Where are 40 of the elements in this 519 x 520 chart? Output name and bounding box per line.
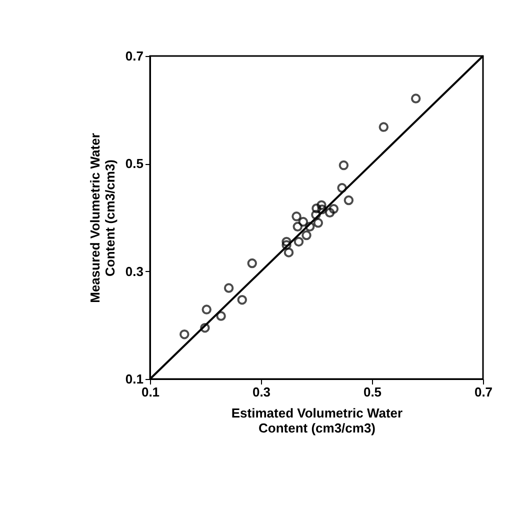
point [316, 200, 326, 210]
point [180, 329, 190, 340]
point [237, 295, 248, 305]
point [312, 203, 322, 214]
point [247, 258, 257, 268]
point [337, 183, 347, 193]
y-tick-label: 0.5 [125, 156, 144, 172]
point [317, 204, 327, 214]
point [338, 160, 349, 170]
point [410, 94, 421, 104]
text: Content (cm3/cm3) [102, 159, 118, 277]
point [292, 222, 303, 232]
y-tick-label: 0.7 [125, 48, 144, 64]
point [311, 210, 321, 220]
point [284, 248, 294, 258]
point [304, 222, 315, 232]
point [328, 204, 339, 214]
point [298, 216, 308, 227]
text: Measured Volumetric Water [87, 133, 102, 303]
point [302, 230, 312, 240]
point [216, 311, 226, 321]
y-tick-label: 0.3 [125, 264, 144, 279]
point [378, 122, 389, 132]
text: Content (cm3/cm3) [258, 420, 376, 436]
y-tick-label: 0.1 [125, 372, 144, 386]
x-tick-label: 0.7 [474, 384, 493, 400]
point [200, 322, 210, 333]
point [224, 283, 234, 293]
x-tick-label: 0.1 [141, 384, 160, 400]
point [282, 236, 292, 247]
x-tick-label: 0.5 [363, 384, 382, 400]
point [324, 208, 335, 218]
point [313, 218, 324, 228]
point [292, 212, 302, 222]
x-tick-label: 0.3 [252, 384, 271, 400]
point [294, 236, 304, 247]
point [344, 195, 354, 206]
point [282, 240, 292, 250]
text: Estimated Volumetric Water [231, 406, 403, 420]
point [202, 304, 212, 314]
